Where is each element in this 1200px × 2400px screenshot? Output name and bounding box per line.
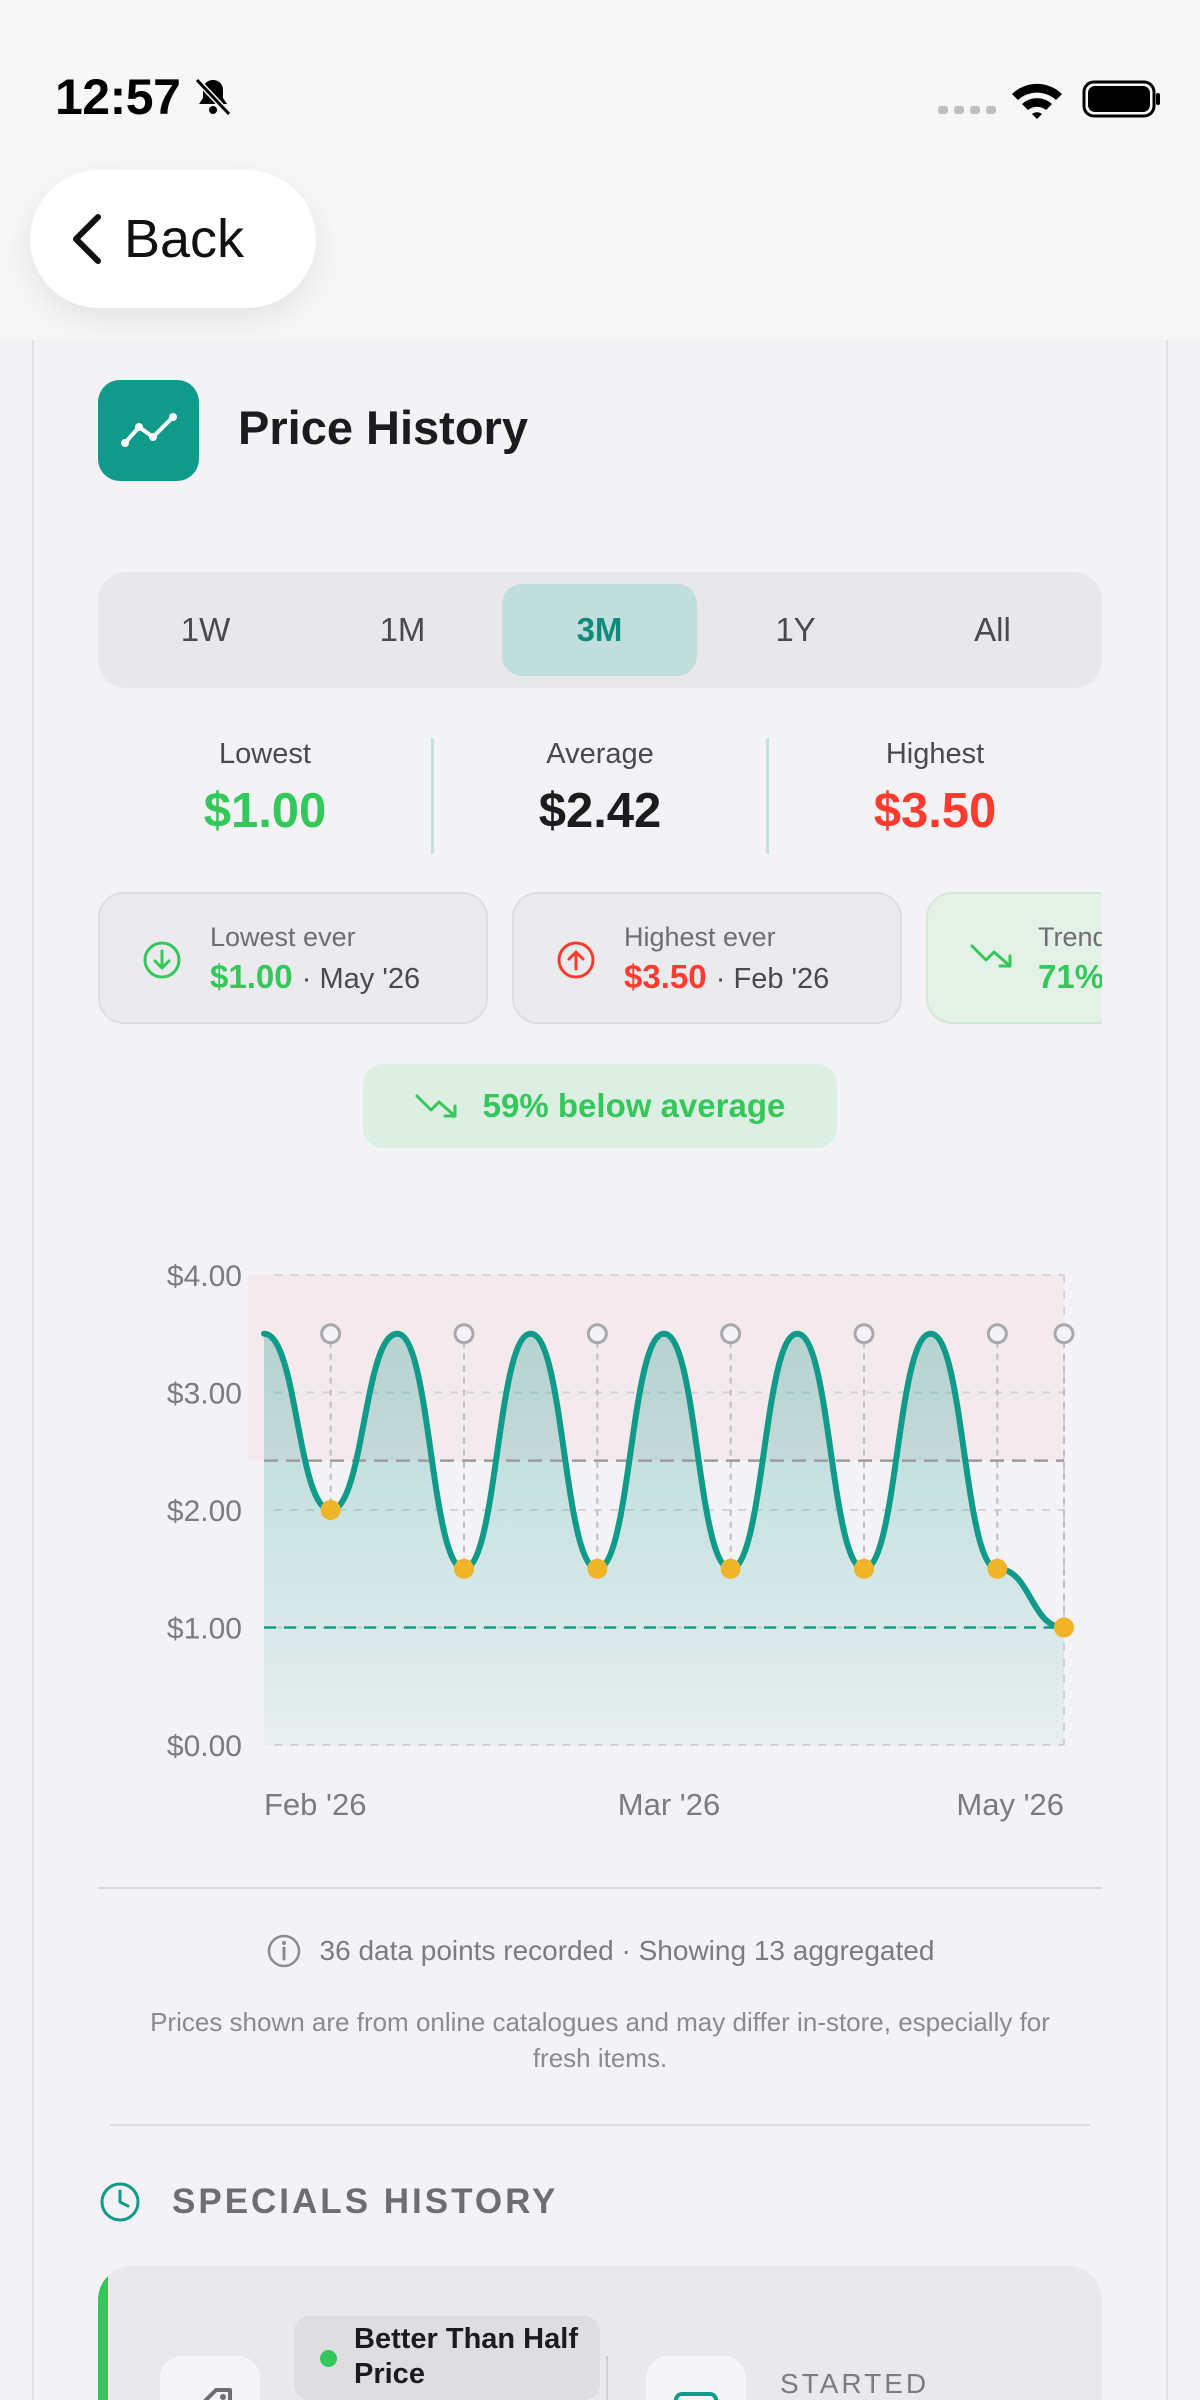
chip-date: · Feb '26 bbox=[715, 963, 830, 995]
stat-average-value: $2.42 bbox=[538, 784, 662, 838]
special-price-point bbox=[454, 1558, 474, 1579]
special-price-point bbox=[1054, 1617, 1074, 1638]
card-title: Price History bbox=[238, 401, 528, 454]
stat-lowest: Lowest $1.00 bbox=[98, 738, 432, 839]
special-item[interactable]: Better Than Half Price STARTED bbox=[98, 2266, 1102, 2400]
special-price-point bbox=[320, 1500, 341, 1520]
special-accent-bar bbox=[98, 2266, 108, 2400]
price-line bbox=[261, 1330, 1067, 1631]
cellular-signal-icon bbox=[938, 106, 996, 114]
tag-icon bbox=[160, 2356, 260, 2400]
y-tick-label: $1.00 bbox=[167, 1613, 242, 1646]
stat-highest: Highest $3.50 bbox=[768, 738, 1102, 839]
price-stats: Lowest $1.00 Average $2.42 Highest $3.50 bbox=[98, 738, 1102, 854]
back-label: Back bbox=[124, 209, 245, 269]
special-marker bbox=[586, 1323, 608, 1345]
arrow-down-circle-icon bbox=[143, 941, 181, 979]
range-1w[interactable]: 1W bbox=[180, 611, 231, 648]
special-marker bbox=[453, 1323, 475, 1345]
special-marker bbox=[720, 1323, 742, 1345]
status-bar: 12:57 bbox=[0, 0, 1200, 165]
y-tick-label: $0.00 bbox=[167, 1730, 242, 1763]
chart-line-icon bbox=[98, 380, 199, 481]
stat-average: Average $2.42 bbox=[433, 738, 767, 839]
price-area bbox=[264, 1333, 1064, 1745]
special-marker bbox=[320, 1323, 342, 1345]
chip-highest-ever[interactable]: Highest ever $3.50 · Feb '26 bbox=[512, 892, 902, 1024]
chip-label: Lowest ever bbox=[210, 922, 356, 952]
trend-down-icon bbox=[415, 1094, 457, 1118]
y-tick-label: $3.00 bbox=[167, 1378, 242, 1411]
info-icon bbox=[267, 1934, 300, 1968]
special-price-point bbox=[720, 1558, 741, 1579]
specials-history-title: SPECIALS HISTORY bbox=[172, 2182, 559, 2221]
x-tick-label: May '26 bbox=[956, 1787, 1064, 1822]
chip-label: Highest ever bbox=[624, 922, 776, 952]
range-selector: 1W 1M 3M 1Y All bbox=[98, 572, 1102, 688]
calendar-icon bbox=[646, 2356, 746, 2400]
back-button[interactable]: Back bbox=[30, 170, 316, 308]
battery-icon bbox=[1082, 80, 1160, 118]
divider bbox=[606, 2356, 608, 2400]
chip-value-amount: $1.00 bbox=[210, 958, 293, 995]
status-time: 12:57 bbox=[55, 69, 181, 125]
chip-value-amount: $3.50 bbox=[624, 958, 707, 995]
arrow-up-circle-icon bbox=[557, 941, 595, 979]
divider bbox=[766, 738, 769, 854]
stat-lowest-label: Lowest bbox=[219, 738, 311, 770]
started-label: STARTED bbox=[780, 2368, 930, 2399]
price-chart: $4.00 $3.00 $2.00 $1.00 $0.00 Feb '26 Mar '26 M… bbox=[167, 1260, 1075, 1822]
special-marker bbox=[1053, 1323, 1075, 1345]
x-tick-label: Feb '26 bbox=[264, 1787, 366, 1822]
range-1y[interactable]: 1Y bbox=[775, 611, 816, 648]
status-dot bbox=[320, 2350, 337, 2367]
special-price-point bbox=[987, 1558, 1008, 1579]
divider bbox=[431, 738, 434, 854]
special-marker bbox=[853, 1323, 875, 1345]
special-type-badge: Better Than Half Price bbox=[294, 2316, 600, 2400]
range-all[interactable]: All bbox=[974, 611, 1011, 648]
chip-date: · May '26 bbox=[301, 963, 421, 995]
chip-trend[interactable]: Trend 71% bbox=[926, 892, 1102, 1024]
chip-value: 71% bbox=[1038, 958, 1102, 995]
x-tick-label: Mar '26 bbox=[618, 1787, 720, 1822]
stat-lowest-value: $1.00 bbox=[203, 784, 327, 838]
chip-lowest-ever[interactable]: Lowest ever $1.00 · May '26 bbox=[98, 892, 488, 1024]
below-average-text: 59% below average bbox=[482, 1087, 786, 1124]
bell-muted-icon bbox=[194, 77, 232, 117]
chip-value: $3.50 · Feb '26 bbox=[624, 958, 829, 996]
below-average-badge: 59% below average bbox=[363, 1064, 837, 1148]
special-marker bbox=[986, 1323, 1008, 1345]
data-info: 36 data points recorded · Showing 13 agg… bbox=[98, 1931, 1102, 1971]
wifi-icon bbox=[1012, 83, 1062, 119]
special-price-point bbox=[854, 1558, 874, 1579]
chip-value: $1.00 · May '26 bbox=[210, 958, 420, 996]
stat-highest-value: $3.50 bbox=[873, 784, 997, 838]
disclaimer-text: Prices shown are from online catalogues … bbox=[150, 2007, 1050, 2073]
trend-down-icon bbox=[970, 944, 1012, 968]
clock-icon bbox=[100, 2182, 140, 2222]
divider bbox=[98, 1887, 1102, 1889]
insight-chips: Lowest ever $1.00 · May '26 Highest ever… bbox=[98, 892, 1102, 1026]
stat-highest-label: Highest bbox=[885, 738, 985, 770]
special-price-point bbox=[587, 1558, 608, 1579]
y-tick-label: $2.00 bbox=[167, 1495, 242, 1528]
range-3m[interactable]: 3M bbox=[502, 584, 697, 676]
special-type-label: Better Than Half Price bbox=[354, 2323, 578, 2390]
chip-label: Trend bbox=[1038, 922, 1102, 952]
data-info-text: 36 data points recorded · Showing 13 agg… bbox=[319, 1935, 935, 1966]
y-tick-label: $4.00 bbox=[167, 1260, 242, 1293]
stat-average-label: Average bbox=[546, 738, 654, 770]
chevron-left-icon bbox=[73, 214, 101, 264]
specials-history-header: SPECIALS HISTORY bbox=[98, 2180, 558, 2224]
divider bbox=[110, 2124, 1090, 2126]
range-1m[interactable]: 1M bbox=[379, 611, 426, 648]
